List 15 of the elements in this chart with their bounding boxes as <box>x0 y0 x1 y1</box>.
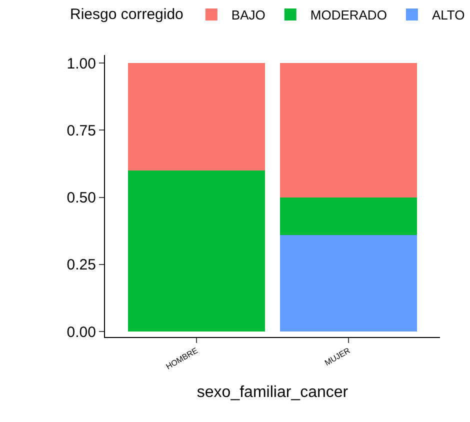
bar <box>128 170 265 332</box>
bar <box>280 63 418 198</box>
y-tick-label: 1.00 <box>66 55 96 72</box>
bar <box>280 234 418 332</box>
legend-label: BAJO <box>231 8 266 23</box>
y-tick-label: 0.00 <box>66 324 96 341</box>
legend-label: ALTO <box>432 8 465 23</box>
legend-label: MODERADO <box>310 8 387 23</box>
y-tick-label: 0.75 <box>66 122 96 140</box>
x-axis-title: sexo_familiar_cancer <box>196 384 349 402</box>
bar <box>280 197 418 235</box>
bar <box>128 63 265 170</box>
y-tick-label: 0.25 <box>66 256 96 274</box>
legend-title: Riesgo corregido <box>70 6 184 24</box>
y-tick-label: 0.50 <box>66 190 96 207</box>
